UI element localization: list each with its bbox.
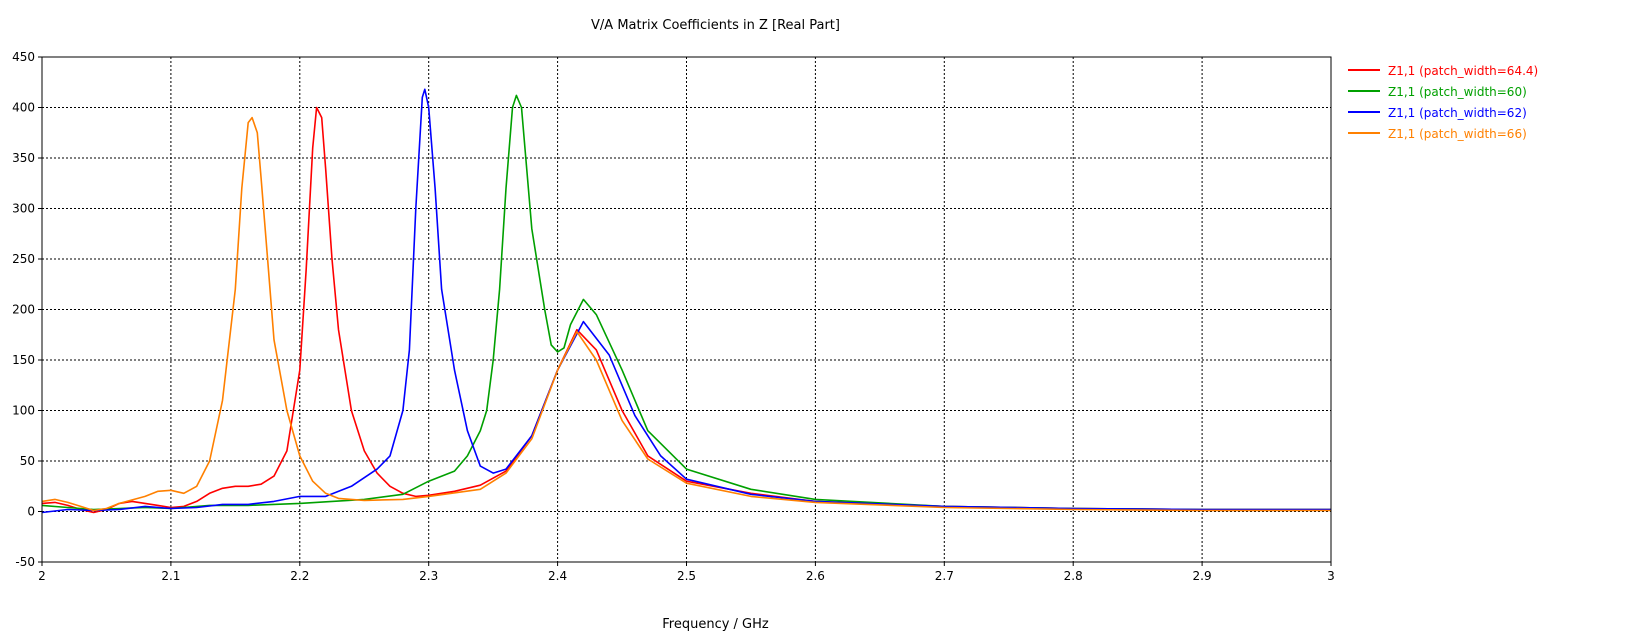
x-tick-label: 2.7	[935, 569, 954, 583]
x-tick-label: 2.5	[677, 569, 696, 583]
y-tick-label: 250	[12, 252, 35, 266]
y-tick-label: 300	[12, 202, 35, 216]
series-line-1	[41, 106, 1331, 514]
series-line-4	[41, 116, 1331, 512]
y-tick-label: 350	[12, 151, 35, 165]
y-tick-label: 150	[12, 353, 35, 367]
x-tick-label: 3	[1327, 569, 1335, 583]
series-line-2	[41, 94, 1331, 511]
y-tick-label: -50	[15, 555, 35, 569]
x-tick-label: 2.2	[290, 569, 309, 583]
legend-entry-1: Z1,1 (patch_width=64.4)	[1388, 64, 1538, 78]
legend-entry-2: Z1,1 (patch_width=60)	[1388, 85, 1527, 99]
legend-entry-4: Z1,1 (patch_width=66)	[1388, 127, 1527, 141]
y-tick-label: 50	[20, 454, 35, 468]
y-tick-label: 100	[12, 404, 35, 418]
y-tick-label: 200	[12, 303, 35, 317]
x-tick-label: 2.9	[1193, 569, 1212, 583]
x-tick-label: 2	[38, 569, 46, 583]
x-tick-label: 2.8	[1064, 569, 1083, 583]
chart-title: V/A Matrix Coefficients in Z [Real Part]	[591, 18, 840, 33]
y-tick-label: 0	[27, 505, 35, 519]
y-tick-label: 450	[12, 50, 35, 64]
legend-entry-3: Z1,1 (patch_width=62)	[1388, 106, 1527, 120]
y-tick-label: 400	[12, 101, 35, 115]
x-tick-label: 2.3	[419, 569, 438, 583]
series-line-3	[41, 88, 1331, 514]
x-tick-label: 2.1	[161, 569, 180, 583]
plot-frame	[41, 56, 1332, 563]
x-tick-label: 2.6	[806, 569, 825, 583]
x-tick-label: 2.4	[548, 569, 567, 583]
x-axis-label: Frequency / GHz	[662, 617, 769, 632]
